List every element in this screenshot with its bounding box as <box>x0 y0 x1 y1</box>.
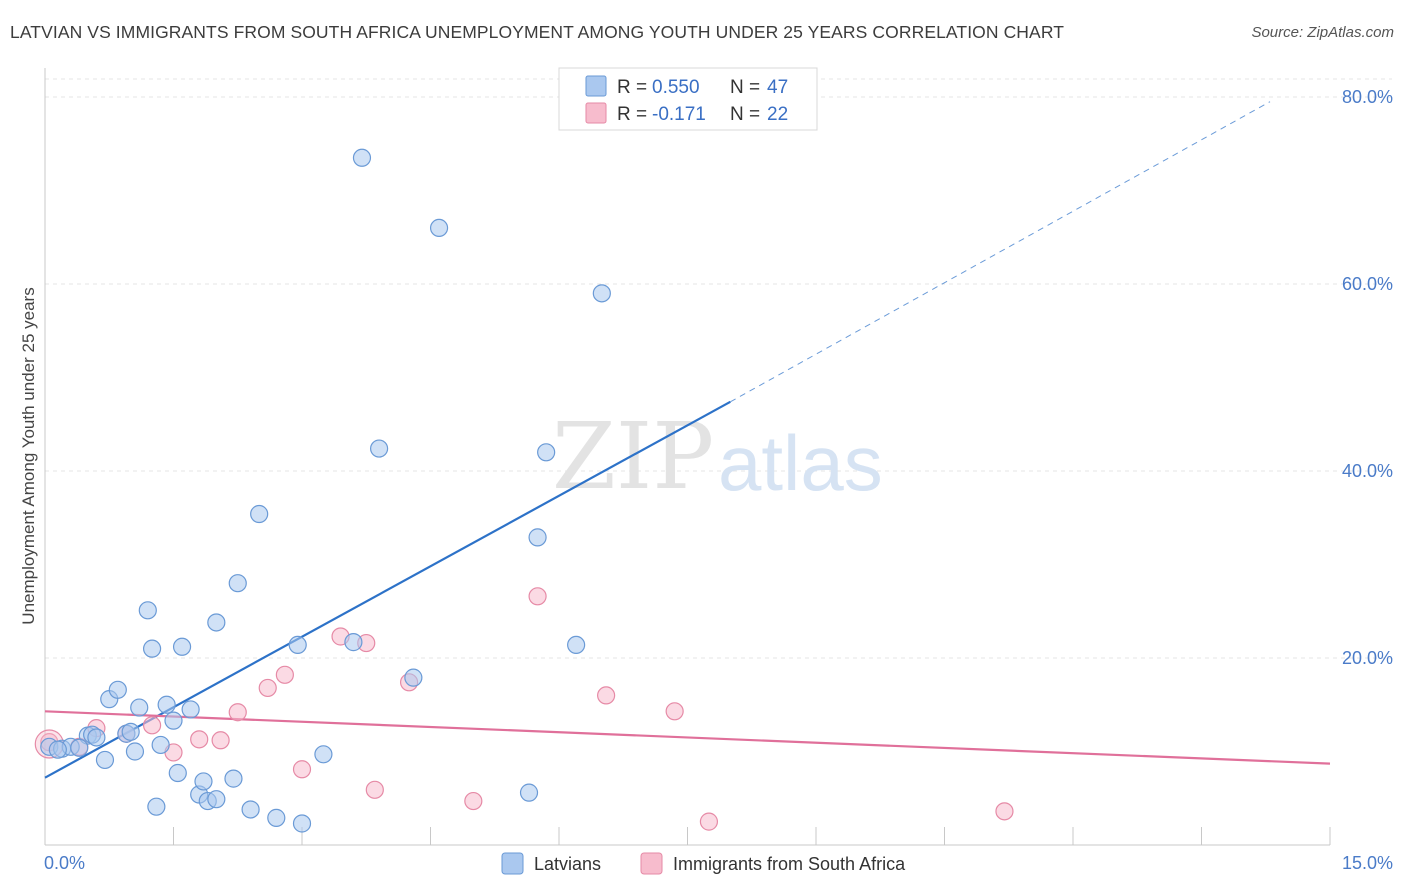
point-latvians <box>267 808 286 827</box>
point-latvians <box>528 528 547 547</box>
legend-r-label-latvians: R = <box>617 77 647 98</box>
point-latvians <box>250 504 269 524</box>
point-south-africa <box>365 780 384 799</box>
point-latvians <box>151 735 170 755</box>
point-latvians <box>125 742 145 761</box>
legend-swatch-latvians <box>585 75 607 97</box>
bottom-legend-swatch-latvians <box>501 852 524 875</box>
point-latvians <box>224 769 243 788</box>
legend-r-value-latvians: 0.550 <box>652 77 700 98</box>
point-latvians <box>70 738 89 757</box>
legend-n-label-latvians: N = <box>730 77 760 98</box>
point-south-africa <box>665 702 684 721</box>
y-tick-label-60: 60.0% <box>1342 274 1393 294</box>
x-tick-label-min: 0.0% <box>44 853 85 873</box>
watermark-zip: ZIP <box>552 403 714 510</box>
point-latvians <box>288 635 307 655</box>
point-latvians <box>168 763 187 783</box>
bottom-legend-label-south-africa: Immigrants from South Africa <box>673 854 906 874</box>
y-tick-label-20: 20.0% <box>1342 648 1393 668</box>
point-south-africa <box>597 686 616 705</box>
point-south-africa <box>228 703 247 722</box>
point-south-africa <box>528 587 547 606</box>
point-south-africa <box>699 812 719 831</box>
trend-lines <box>44 101 1331 779</box>
point-south-africa <box>190 730 209 749</box>
source-label: Source: ZipAtlas.com <box>1251 24 1394 41</box>
point-south-africa <box>258 678 277 698</box>
point-latvians <box>130 698 149 717</box>
point-south-africa <box>142 716 162 735</box>
watermark: ZIP atlas <box>552 403 883 510</box>
point-latvians <box>172 637 192 656</box>
y-tick-label-40: 40.0% <box>1342 461 1393 481</box>
point-latvians <box>142 639 162 658</box>
bottom-legend-label-latvians: Latvians <box>534 854 601 874</box>
point-latvians <box>537 443 556 462</box>
point-latvians <box>138 601 157 620</box>
chart-title: LATVIAN VS IMMIGRANTS FROM SOUTH AFRICA … <box>10 22 1065 42</box>
trendline-latvians-extension <box>730 101 1271 403</box>
legend-n-value-latvians: 47 <box>767 77 788 98</box>
point-south-africa <box>275 665 294 684</box>
points-immigrants-south-africa <box>34 587 1014 831</box>
point-latvians <box>95 750 115 770</box>
legend-n-value-south-africa: 22 <box>767 104 788 125</box>
point-latvians <box>108 680 127 699</box>
point-south-africa <box>211 731 230 750</box>
point-latvians <box>207 790 226 809</box>
point-latvians <box>429 218 449 237</box>
point-latvians <box>370 439 389 458</box>
x-tick-label-max: 15.0% <box>1342 853 1393 873</box>
point-latvians <box>567 635 586 655</box>
point-latvians <box>87 728 106 747</box>
point-latvians <box>314 745 333 764</box>
points-latvians <box>40 148 611 833</box>
trendline-south-africa <box>44 710 1331 765</box>
point-south-africa <box>995 802 1014 821</box>
watermark-atlas: atlas <box>718 419 883 507</box>
point-latvians <box>228 574 247 593</box>
point-latvians <box>181 700 200 719</box>
legend-n-label-south-africa: N = <box>730 104 760 125</box>
tick-labels: 20.0% 40.0% 60.0% 80.0% 0.0% 15.0% <box>44 87 1393 873</box>
point-south-africa <box>292 760 312 779</box>
point-latvians <box>164 711 183 730</box>
point-south-africa <box>464 791 483 811</box>
y-axis-label: Unemployment Among Youth under 25 years <box>19 287 38 624</box>
point-latvians <box>157 695 176 714</box>
grid-lines <box>45 78 1392 659</box>
point-latvians <box>48 740 67 759</box>
point-latvians <box>592 284 611 303</box>
y-tick-label-80: 80.0% <box>1342 87 1393 107</box>
point-latvians <box>344 633 363 652</box>
point-latvians <box>292 814 312 833</box>
point-latvians <box>194 772 213 791</box>
point-latvians <box>352 148 372 167</box>
point-latvians <box>404 668 423 687</box>
legend-swatch-south-africa <box>585 102 607 124</box>
top-legend: R = 0.550 N = 47 R = -0.171 N = 22 <box>558 67 818 131</box>
bottom-legend: Latvians Immigrants from South Africa <box>501 852 906 875</box>
point-latvians <box>207 613 226 632</box>
point-latvians <box>121 722 140 741</box>
point-latvians <box>147 797 166 816</box>
legend-r-label-south-africa: R = <box>617 104 647 125</box>
legend-r-value-south-africa: -0.171 <box>652 104 706 125</box>
point-latvians <box>241 800 260 819</box>
bottom-legend-swatch-south-africa <box>640 852 663 875</box>
point-latvians <box>519 783 539 802</box>
